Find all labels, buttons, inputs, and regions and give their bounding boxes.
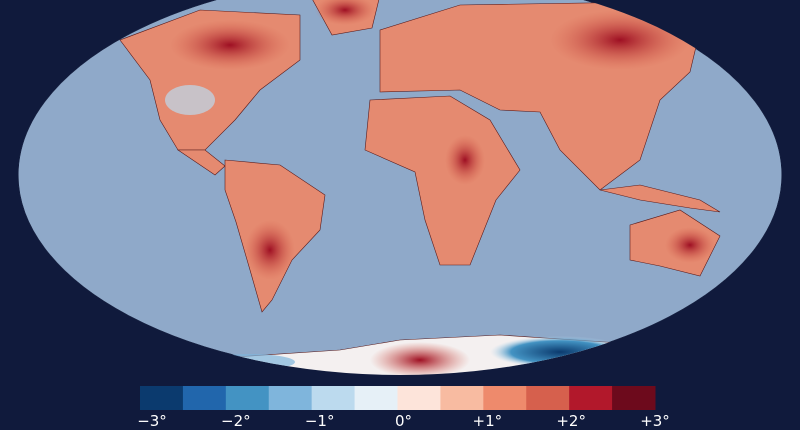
- colorbar: −3° −2° −1° 0° +1° +2° +3°: [137, 386, 670, 430]
- hot-spot: [245, 220, 295, 280]
- color-swatch: [397, 386, 441, 410]
- color-swatch: [483, 386, 527, 410]
- indonesia: [599, 184, 721, 213]
- tick-label: +3°: [640, 412, 670, 430]
- tick-label: +1°: [473, 412, 503, 430]
- africa: [364, 95, 521, 266]
- color-swatch: [569, 386, 613, 410]
- color-swatch: [440, 386, 484, 410]
- hot-spot: [370, 342, 470, 375]
- color-swatch: [182, 386, 227, 410]
- hot-spot: [665, 227, 715, 263]
- tick-label: +2°: [556, 412, 586, 430]
- tick-label: −3°: [137, 412, 167, 430]
- color-swatch: [612, 386, 656, 410]
- color-swatch: [526, 386, 570, 410]
- tick-label: −2°: [221, 412, 251, 430]
- color-swatch: [268, 386, 313, 410]
- hot-spot: [445, 135, 485, 185]
- globe: [18, 0, 782, 375]
- color-swatch: [311, 386, 356, 410]
- tick-label: −1°: [305, 412, 335, 430]
- cool-spot: [165, 85, 215, 115]
- color-swatch: [140, 386, 184, 410]
- color-swatch: [354, 386, 398, 410]
- tick-label: 0°: [395, 412, 412, 430]
- hot-spot: [170, 20, 290, 70]
- hot-spot: [315, 0, 375, 25]
- color-swatch: [225, 386, 270, 410]
